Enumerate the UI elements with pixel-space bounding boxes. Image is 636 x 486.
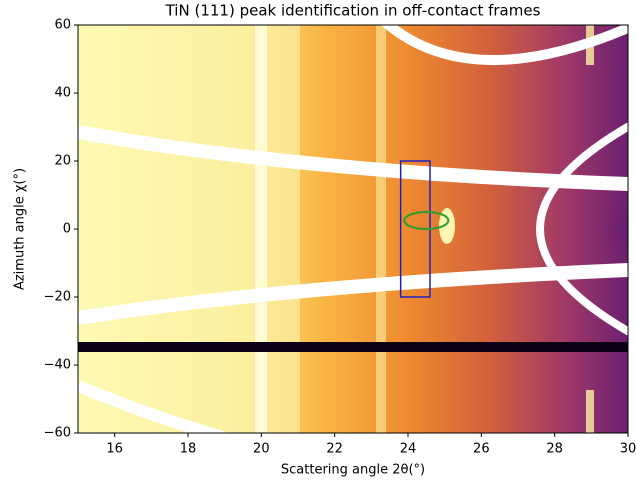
y-tick-label: −20 [44, 290, 71, 305]
x-tick-label: 18 [180, 442, 197, 457]
heatmap [78, 25, 628, 433]
y-tick-label: −40 [44, 358, 71, 373]
y-tick-label: 40 [54, 86, 71, 101]
chart-title: TiN (111) peak identification in off-con… [165, 2, 541, 20]
x-tick-label: 30 [620, 442, 636, 457]
y-axis-label: Azimuth angle χ(°) [13, 168, 28, 290]
x-tick-label: 28 [546, 442, 563, 457]
y-tick-label: 0 [63, 222, 71, 237]
y-tick-label: 20 [54, 154, 71, 169]
x-axis-label: Scattering angle 2θ(°) [281, 463, 425, 478]
x-tick-label: 22 [326, 442, 343, 457]
y-tick-label: −60 [44, 426, 71, 441]
y-tick-label: 60 [54, 18, 71, 33]
x-tick-label: 16 [106, 442, 123, 457]
x-tick-label: 20 [253, 442, 270, 457]
x-tick-label: 26 [473, 442, 490, 457]
annotation-ellipse [403, 211, 450, 230]
x-tick-label: 24 [400, 442, 417, 457]
